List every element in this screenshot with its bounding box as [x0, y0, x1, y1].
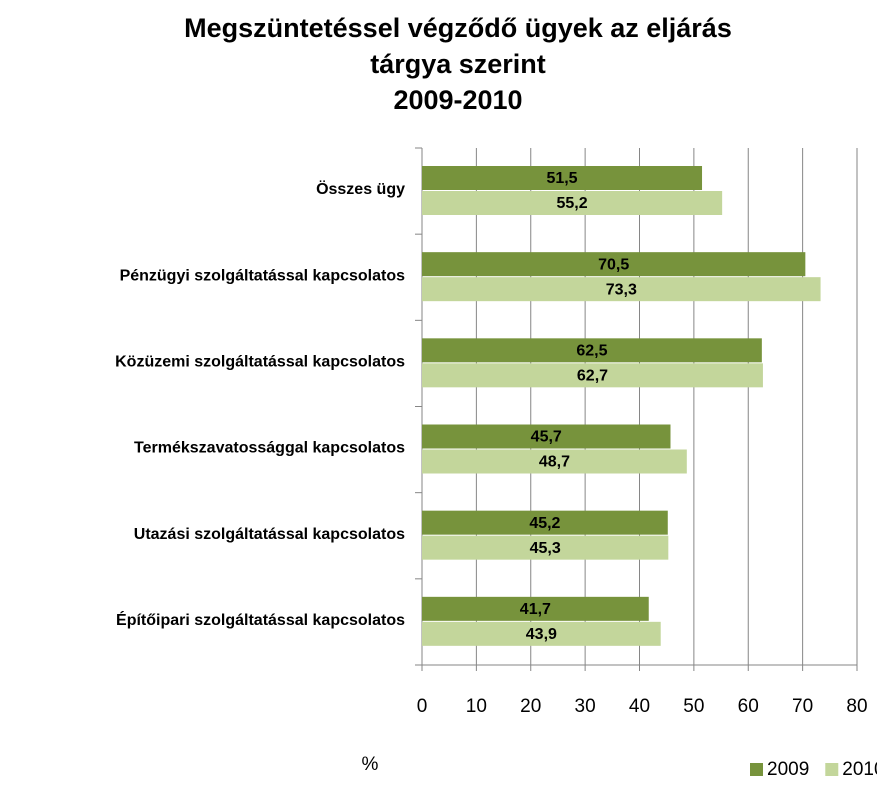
x-tick-label: 20 [520, 696, 541, 717]
x-axis-label: % [362, 754, 379, 775]
x-tick-label: 80 [846, 696, 867, 717]
legend-swatch [825, 763, 839, 776]
chart-title: Megszüntetéssel végződő ügyek az eljárás [184, 13, 732, 43]
x-tick-label: 40 [629, 696, 650, 717]
chart-title: 2009-2010 [393, 85, 522, 115]
legend-label: 2009 [767, 759, 809, 780]
bar [422, 510, 668, 535]
data-label: 48,7 [539, 454, 570, 471]
bar [422, 277, 821, 302]
bar [422, 338, 762, 363]
x-tick-label: 50 [683, 696, 704, 717]
chart-title: tárgya szerint [370, 49, 546, 79]
data-label: 73,3 [606, 281, 637, 298]
data-label: 45,7 [531, 429, 562, 446]
bar [422, 449, 687, 474]
bar [422, 596, 649, 621]
bar [422, 535, 669, 560]
data-label: 62,5 [576, 343, 607, 360]
bar [422, 621, 661, 646]
legend-label: 2010 [842, 759, 877, 780]
y-tick-label: Utazási szolgáltatással kapcsolatos [134, 526, 405, 543]
data-label: 62,7 [577, 368, 608, 385]
x-tick-label: 0 [417, 696, 428, 717]
data-label: 51,5 [546, 170, 577, 187]
legend-swatch [750, 763, 763, 776]
data-label: 45,3 [530, 540, 561, 557]
x-tick-label: 10 [466, 696, 487, 717]
y-tick-label: Összes ügy [316, 179, 405, 198]
x-tick-label: 30 [575, 696, 596, 717]
bar [422, 166, 703, 190]
data-label: 45,2 [529, 515, 560, 532]
data-label: 70,5 [598, 256, 629, 273]
y-tick-label: Pénzügyi szolgáltatással kapcsolatos [120, 267, 406, 284]
bar [422, 363, 763, 388]
bar [422, 424, 671, 449]
x-tick-label: 70 [792, 696, 813, 717]
data-label: 43,9 [526, 626, 557, 643]
bar [422, 252, 806, 277]
bar [422, 191, 723, 215]
y-tick-label: Termékszavatossággal kapcsolatos [134, 440, 405, 457]
y-tick-label: Közüzemi szolgáltatással kapcsolatos [115, 354, 405, 371]
data-label: 55,2 [557, 195, 588, 212]
data-label: 41,7 [520, 601, 551, 618]
y-tick-label: Építőipari szolgáltatással kapcsolatos [116, 610, 405, 629]
x-tick-label: 60 [738, 696, 759, 717]
